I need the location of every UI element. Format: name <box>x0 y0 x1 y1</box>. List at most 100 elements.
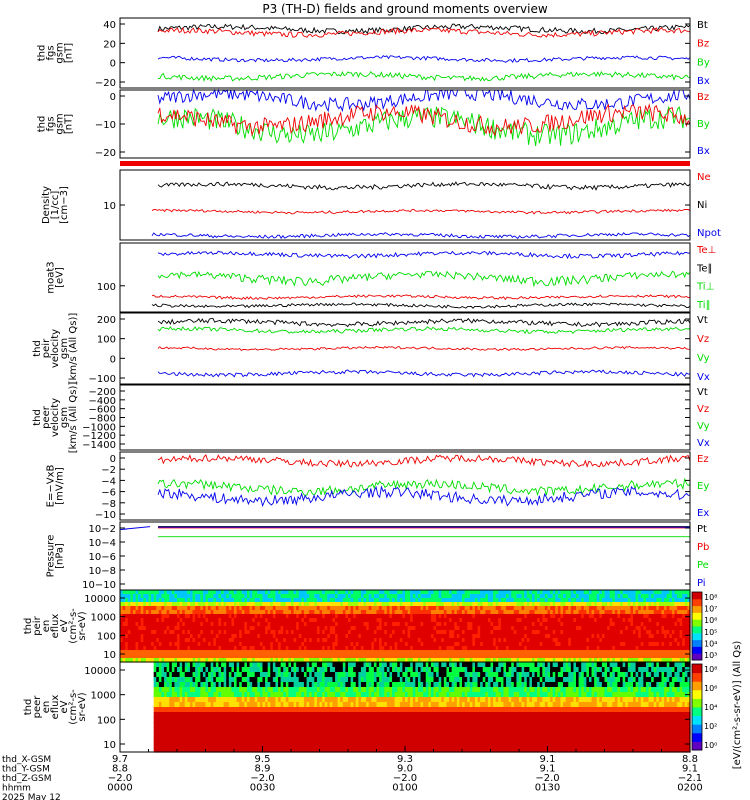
heatmap-cell <box>433 672 437 678</box>
heatmap-cell <box>625 634 629 639</box>
heatmap-cell <box>425 634 429 639</box>
heatmap-cell <box>202 610 207 615</box>
heatmap-cell <box>405 658 409 663</box>
heatmap-cell <box>534 598 538 603</box>
heatmap-cell <box>519 658 523 663</box>
heatmap-cell <box>524 626 528 631</box>
heatmap-cell <box>189 662 194 668</box>
heatmap-cell <box>283 630 287 635</box>
heatmap-cell <box>316 650 321 655</box>
heatmap-cell <box>143 658 147 663</box>
heatmap-cell <box>503 594 507 599</box>
y-axis-label-line: en <box>41 620 52 633</box>
heatmap-cell <box>506 638 510 643</box>
heatmap-cell <box>291 602 295 607</box>
heatmap-cell <box>402 630 406 635</box>
heatmap-cell <box>311 677 315 683</box>
heatmap-cell <box>130 646 134 651</box>
heatmap-cell <box>599 606 603 611</box>
heatmap-cell <box>485 602 489 607</box>
heatmap-cell <box>529 654 533 659</box>
heatmap-cell <box>674 602 678 607</box>
heatmap-cell <box>153 598 157 603</box>
heatmap-cell <box>389 594 393 599</box>
heatmap-cell <box>679 622 683 627</box>
heatmap-cell <box>309 672 313 678</box>
heatmap-cell <box>293 658 297 663</box>
heatmap-cell <box>552 638 556 643</box>
heatmap-cell <box>586 606 590 611</box>
heatmap-cell <box>348 667 352 673</box>
heatmap-cell <box>583 672 587 678</box>
heatmap-cell <box>394 610 398 615</box>
heatmap-cell <box>324 638 328 643</box>
heatmap-cell <box>627 598 632 603</box>
heatmap-cell <box>397 618 401 623</box>
legend-label-Bz: Bz <box>697 39 709 50</box>
colorbar-segment <box>692 644 702 647</box>
heatmap-cell <box>679 646 683 651</box>
heatmap-cell <box>591 658 595 663</box>
heatmap-cell <box>301 602 305 607</box>
heatmap-cell <box>120 646 124 651</box>
heatmap-cell <box>143 650 147 655</box>
heatmap-cell <box>547 606 551 611</box>
heatmap-cell <box>511 638 515 643</box>
heatmap-cell <box>410 610 414 615</box>
heatmap-cell <box>671 630 676 635</box>
heatmap-cell <box>202 598 207 603</box>
heatmap-cell <box>601 598 606 603</box>
heatmap-cell <box>596 594 600 599</box>
heatmap-cell <box>682 598 686 603</box>
heatmap-cell <box>555 598 559 603</box>
heatmap-cell <box>158 614 163 619</box>
heatmap-cell <box>182 638 186 643</box>
heatmap-cell <box>278 646 282 651</box>
heatmap-cell <box>215 667 220 673</box>
heatmap-cell <box>254 658 258 663</box>
heatmap-cell <box>550 610 554 615</box>
heatmap-cell <box>140 594 144 599</box>
heatmap-cell <box>316 667 321 673</box>
ytick-label: −10 <box>95 510 116 521</box>
heatmap-cell <box>542 626 546 631</box>
heatmap-cell <box>340 630 344 635</box>
heatmap-cell <box>446 590 450 595</box>
heatmap-cell <box>627 634 632 639</box>
heatmap-cell <box>335 658 339 663</box>
heatmap-cell <box>474 598 479 603</box>
heatmap-cell <box>430 590 435 595</box>
heatmap-cell <box>635 594 639 599</box>
heatmap-cell <box>438 658 442 663</box>
heatmap-cell <box>677 618 681 623</box>
heatmap-cell <box>557 658 562 663</box>
heatmap-cell <box>340 626 344 631</box>
heatmap-cell <box>381 614 385 619</box>
heatmap-cell <box>348 590 352 595</box>
heatmap-cell <box>353 590 357 595</box>
heatmap-cell <box>379 658 383 663</box>
heatmap-cell <box>423 654 427 659</box>
heatmap-cell <box>296 594 300 599</box>
heatmap-cell <box>332 602 336 607</box>
heatmap-cell <box>366 634 370 639</box>
heatmap-cell <box>430 667 435 673</box>
heatmap-cell <box>604 598 608 603</box>
heatmap-cell <box>508 626 512 631</box>
heatmap-cell <box>609 650 613 655</box>
heatmap-cell <box>544 610 549 615</box>
heatmap-cell <box>601 630 606 635</box>
heatmap-cell <box>291 662 295 668</box>
heatmap-cell <box>226 658 230 663</box>
heatmap-cell <box>578 594 582 599</box>
heatmap-cell <box>270 662 274 668</box>
heatmap-cell <box>156 672 160 678</box>
heatmap-cell <box>451 610 455 615</box>
heatmap-cell <box>472 638 476 643</box>
heatmap-cell <box>239 622 243 627</box>
heatmap-cell <box>656 650 660 655</box>
heatmap-cell <box>534 594 538 599</box>
heatmap-cell <box>679 598 683 603</box>
heatmap-cell <box>246 646 251 651</box>
heatmap-cell <box>402 638 406 643</box>
